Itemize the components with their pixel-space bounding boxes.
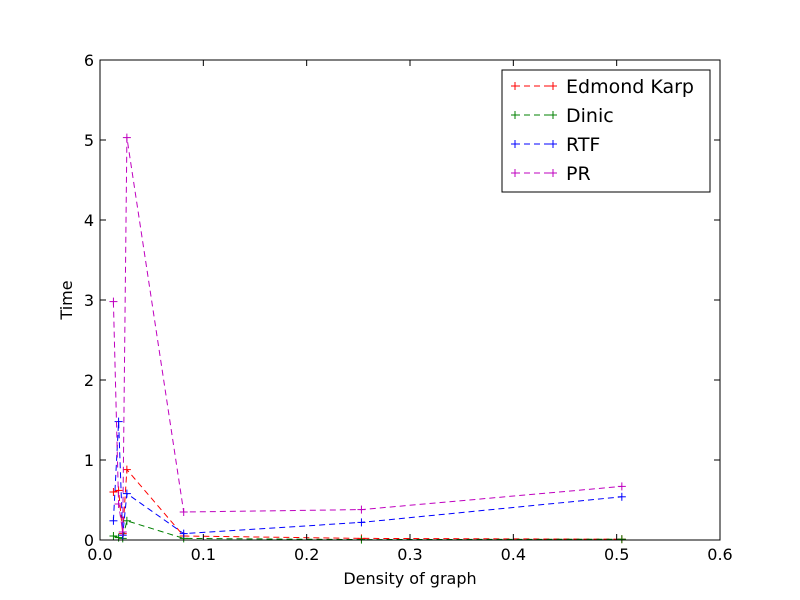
- data-point-pr: [617, 482, 626, 491]
- y-tick-label: 2: [84, 371, 94, 390]
- legend-entry-dinic: Dinic: [511, 105, 614, 127]
- legend-entry-rtf: RTF: [511, 134, 600, 156]
- y-axis-label: Time: [57, 280, 76, 320]
- data-point-pr: [122, 133, 131, 142]
- data-point-rtf: [122, 489, 131, 498]
- y-tick-label: 1: [84, 451, 94, 470]
- x-tick-label: 0.4: [501, 545, 526, 564]
- x-tick-label: 0.0: [87, 545, 112, 564]
- data-point-edmond-karp: [122, 465, 131, 474]
- data-point-pr: [114, 500, 123, 508]
- legend: Edmond Karp Dinic RTF PR: [501, 69, 711, 193]
- x-tick-label: 0.2: [294, 545, 319, 564]
- x-axis-label: Density of graph: [343, 569, 476, 588]
- data-point-dinic: [617, 535, 626, 544]
- x-tick-label: 0.6: [707, 545, 732, 564]
- data-point-pr: [118, 528, 127, 536]
- data-point-rtf: [357, 518, 366, 527]
- legend-entry-pr: PR: [511, 163, 591, 185]
- x-tick-label: 0.1: [191, 545, 216, 564]
- x-tick-label: 0.5: [604, 545, 629, 564]
- legend-label: Dinic: [566, 105, 614, 127]
- data-point-dinic: [109, 532, 118, 540]
- legend-label: PR: [566, 163, 591, 185]
- y-tick-label: 5: [84, 131, 94, 150]
- data-point-pr: [109, 297, 118, 306]
- data-point-pr: [179, 508, 188, 516]
- legend-entry-edmond-karp: Edmond Karp: [511, 76, 694, 98]
- data-point-rtf: [109, 516, 118, 525]
- data-point-edmond-karp: [109, 488, 118, 496]
- legend-frame: [501, 69, 711, 193]
- y-tick-label: 3: [84, 291, 94, 310]
- y-tick-label: 0: [84, 531, 94, 550]
- data-point-rtf: [179, 529, 188, 538]
- data-point-pr: [357, 505, 366, 514]
- legend-label: Edmond Karp: [566, 76, 694, 98]
- y-tick-label: 6: [84, 51, 94, 70]
- data-point-rtf: [114, 417, 123, 426]
- x-tick-label: 0.3: [397, 545, 422, 564]
- ticks-layer: 0.0 0.1 0.2 0.3 0.4 0.5 0.6 0 1 2 3 4 5 6: [84, 51, 733, 564]
- data-point-dinic: [122, 516, 131, 525]
- data-point-rtf: [617, 492, 626, 501]
- y-tick-label: 4: [84, 211, 94, 230]
- legend-label: RTF: [566, 134, 600, 156]
